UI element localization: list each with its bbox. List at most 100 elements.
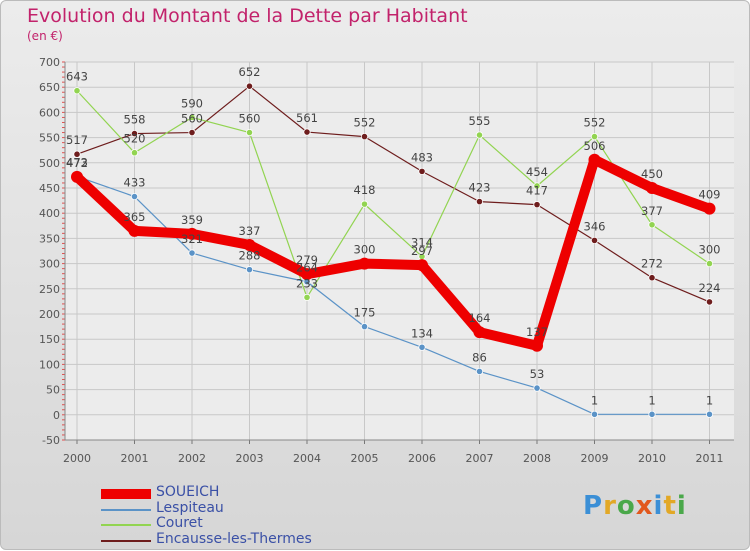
data-point-encausse-les-thermes <box>533 201 541 209</box>
data-label-encausse-les-thermes: 346 <box>584 219 606 233</box>
data-point-encausse-les-thermes <box>360 132 369 141</box>
data-label-couret: 552 <box>584 116 606 130</box>
x-tick-label: 2002 <box>178 452 206 465</box>
data-label-lespiteau: 86 <box>472 350 487 364</box>
y-tick-label: 400 <box>39 207 60 220</box>
legend-swatch-couret <box>101 524 151 526</box>
data-point-soueich <box>358 257 371 270</box>
data-label-couret: 590 <box>181 96 203 110</box>
y-tick-label: 450 <box>39 182 60 195</box>
data-point-couret <box>303 293 311 301</box>
data-label-encausse-les-thermes: 561 <box>296 111 318 125</box>
data-label-lespiteau: 134 <box>411 326 433 340</box>
data-point-encausse-les-thermes <box>705 298 714 306</box>
data-point-encausse-les-thermes <box>188 128 196 137</box>
data-label-lespiteau: 1 <box>591 393 598 407</box>
data-label-couret: 418 <box>354 183 376 197</box>
data-label-encausse-les-thermes: 417 <box>526 184 548 198</box>
plot-area <box>65 62 734 440</box>
x-tick-label: 2009 <box>581 452 609 465</box>
data-point-encausse-les-thermes <box>590 236 599 245</box>
y-tick-label: 550 <box>39 132 60 145</box>
data-label-couret: 555 <box>469 114 491 128</box>
data-point-lespiteau <box>418 343 426 351</box>
x-tick-label: 2010 <box>638 452 666 465</box>
data-point-encausse-les-thermes <box>648 274 656 282</box>
data-label-encausse-les-thermes: 423 <box>469 181 491 195</box>
data-label-lespiteau: 321 <box>181 232 203 246</box>
y-tick-label: 600 <box>39 106 60 119</box>
x-tick-label: 2007 <box>466 452 494 465</box>
data-point-lespiteau <box>475 367 484 376</box>
legend-swatch-lespiteau <box>101 509 151 511</box>
x-tick-label: 2001 <box>121 452 149 465</box>
y-tick-label: 300 <box>39 258 60 271</box>
y-tick-label: 0 <box>53 409 60 422</box>
data-point-encausse-les-thermes <box>475 198 484 206</box>
logo-letter: r <box>603 491 617 521</box>
data-label-lespiteau: 288 <box>239 249 261 263</box>
proxiti-logo: Proxiti <box>583 491 687 521</box>
data-point-lespiteau <box>188 249 196 257</box>
data-point-encausse-les-thermes <box>245 82 254 90</box>
data-label-soueich: 409 <box>699 188 721 202</box>
data-label-encausse-les-thermes: 483 <box>411 150 433 164</box>
data-label-soueich: 472 <box>66 156 88 170</box>
y-tick-label: 100 <box>39 358 60 371</box>
data-label-soueich: 337 <box>239 224 261 238</box>
data-label-lespiteau: 53 <box>530 367 545 381</box>
y-tick-label: 500 <box>39 157 60 170</box>
logo-letter: o <box>616 491 636 521</box>
data-point-encausse-les-thermes <box>130 129 139 138</box>
data-point-lespiteau <box>245 266 254 274</box>
x-tick-label: 2005 <box>351 452 379 465</box>
data-label-lespiteau: 264 <box>296 261 318 275</box>
data-label-couret: 520 <box>124 132 146 146</box>
data-label-encausse-les-thermes: 560 <box>181 112 203 126</box>
data-label-encausse-les-thermes: 652 <box>239 65 261 79</box>
series-line-couret <box>76 90 711 298</box>
data-label-couret: 233 <box>296 276 318 290</box>
data-label-lespiteau: 433 <box>124 176 146 190</box>
y-tick-label: 150 <box>39 333 60 346</box>
data-label-couret: 314 <box>411 236 433 250</box>
x-tick-label: 2000 <box>63 452 91 465</box>
data-label-soueich: 279 <box>296 253 318 267</box>
logo-letter: x <box>635 491 654 521</box>
data-point-couret <box>130 149 139 157</box>
x-tick-label: 2004 <box>293 452 321 465</box>
x-tick-label: 2003 <box>236 452 264 465</box>
y-tick-label: 650 <box>39 81 60 94</box>
data-point-lespiteau <box>360 322 369 331</box>
legend-swatch-encausse <box>101 540 151 542</box>
data-point-soueich <box>71 170 83 183</box>
data-point-soueich <box>243 238 256 251</box>
data-point-couret <box>73 87 81 95</box>
x-tick-label: 2006 <box>408 452 436 465</box>
data-label-couret: 300 <box>699 243 721 257</box>
series-line-encausse-les-thermes <box>76 85 711 303</box>
data-point-couret <box>360 200 369 208</box>
data-label-encausse-les-thermes: 224 <box>699 281 721 295</box>
y-tick-label: 700 <box>39 56 60 69</box>
legend-swatch-soueich <box>101 489 151 499</box>
x-tick-label: 2011 <box>696 452 724 465</box>
logo-letter: i <box>653 491 664 521</box>
data-point-lespiteau <box>648 410 656 418</box>
logo-letter: P <box>583 491 604 521</box>
data-point-couret <box>590 132 599 141</box>
data-label-lespiteau: 1 <box>648 393 655 407</box>
legend-label-encausse: Encausse-les-Thermes <box>156 531 312 547</box>
data-point-soueich <box>703 202 716 215</box>
data-label-soueich: 506 <box>584 139 606 153</box>
data-point-encausse-les-thermes <box>73 150 81 158</box>
data-point-lespiteau <box>130 192 139 201</box>
data-point-soueich <box>588 153 601 166</box>
data-label-lespiteau: 473 <box>66 155 88 169</box>
data-label-couret: 560 <box>239 112 261 126</box>
y-tick-label: 250 <box>39 283 60 296</box>
data-label-couret: 454 <box>526 165 548 179</box>
data-point-encausse-les-thermes <box>418 167 426 175</box>
data-point-lespiteau <box>705 410 714 418</box>
